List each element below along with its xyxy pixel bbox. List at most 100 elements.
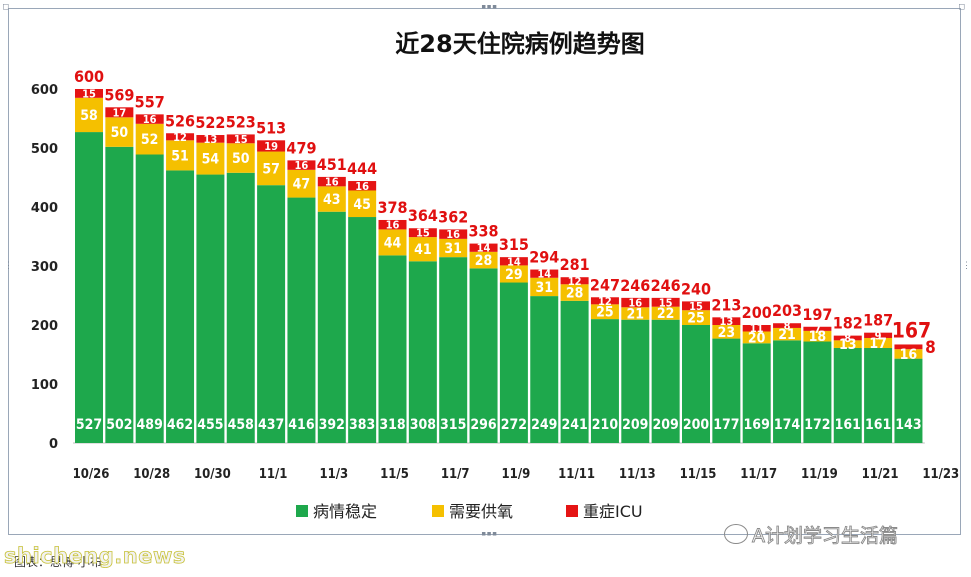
bar-stable: [287, 197, 316, 443]
label-stable: 169: [744, 417, 770, 433]
label-icu: 7: [814, 323, 821, 336]
label-total: 338: [469, 222, 499, 241]
label-total: 294: [529, 248, 559, 267]
resize-handle-top[interactable]: ▪▪▪: [481, 2, 498, 12]
bar-stable: [499, 282, 528, 443]
label-stable: 458: [228, 417, 254, 433]
bar-oxygen: [833, 340, 862, 349]
bar-icu: [712, 317, 741, 325]
bar-oxygen: [621, 307, 650, 320]
label-total: 281: [560, 255, 590, 274]
label-icu: 15: [234, 133, 248, 146]
label-total: 182: [833, 314, 863, 333]
bar-oxygen: [499, 265, 528, 283]
resize-handle-left[interactable]: ⋮: [4, 261, 13, 271]
label-icu: 14: [507, 255, 521, 268]
bar-icu: [348, 181, 377, 191]
label-icu: 16: [325, 176, 339, 189]
bar-oxygen: [560, 284, 589, 301]
label-oxygen: 21: [627, 306, 645, 322]
bar-icu: [742, 325, 771, 332]
label-oxygen: 25: [687, 311, 705, 327]
label-stable: 161: [835, 417, 861, 433]
wechat-bubble-icon: [724, 524, 748, 544]
x-tick-label: 10/28: [133, 467, 170, 482]
y-tick-label: 100: [31, 378, 58, 393]
label-stable: 502: [106, 417, 132, 433]
bar-oxygen: [378, 229, 407, 256]
label-stable: 462: [167, 417, 193, 433]
bar-oxygen: [408, 237, 437, 262]
resize-handle-bottom[interactable]: ▪▪▪: [481, 529, 498, 539]
bar-stable: [894, 358, 923, 443]
label-icu: 9: [875, 329, 882, 342]
label-icu: 11: [750, 322, 764, 335]
bar-icu: [469, 243, 498, 252]
legend-swatch: [296, 505, 308, 517]
bar-stable: [712, 338, 741, 443]
label-icu: 16: [446, 228, 460, 241]
label-oxygen: 58: [80, 108, 98, 124]
x-tick-label: 11/11: [558, 467, 595, 482]
bar-icu: [378, 219, 407, 230]
label-icu: 17: [112, 106, 126, 119]
x-tick-label: 11/19: [801, 467, 838, 482]
label-oxygen: 41: [414, 242, 432, 258]
source-note: 图表：思博·小布: [14, 555, 102, 569]
label-stable: 172: [804, 417, 830, 433]
label-total: 513: [256, 118, 286, 137]
bar-stable: [621, 319, 650, 443]
bar-stable: [864, 348, 893, 443]
bar-stable: [560, 300, 589, 443]
label-stable: 318: [379, 417, 405, 433]
label-total: 523: [226, 112, 256, 131]
resize-handle-top-left[interactable]: □: [3, 2, 9, 12]
bar-oxygen: [530, 277, 559, 297]
bar-icu: [499, 257, 528, 266]
y-tick-label: 0: [49, 437, 58, 452]
x-tick-label: 11/23: [922, 467, 959, 482]
label-stable: 527: [76, 417, 102, 433]
label-stable: 455: [197, 417, 223, 433]
watermark-site: shicheng.news: [4, 544, 186, 569]
x-tick-label: 11/15: [680, 467, 717, 482]
label-oxygen: 23: [718, 325, 736, 341]
resize-handle-top-right[interactable]: □: [959, 2, 965, 12]
label-total: 600: [74, 67, 104, 86]
bar-icu: [135, 114, 164, 124]
bar-icu: [803, 326, 832, 331]
y-tick-label: 400: [31, 201, 58, 216]
label-icu: 19: [264, 140, 278, 153]
label-total: 203: [772, 301, 802, 320]
label-total: 167: [892, 318, 931, 342]
label-stable: 143: [895, 417, 921, 433]
label-icu: 15: [659, 296, 673, 309]
label-icu: 15: [82, 87, 96, 100]
bar-stable: [439, 257, 468, 443]
label-icu: 15: [416, 227, 430, 240]
y-tick-label: 300: [31, 260, 58, 275]
label-icu: 15: [689, 300, 703, 313]
label-stable: 177: [713, 417, 739, 433]
bar-stable: [135, 154, 164, 444]
bar-stable: [166, 170, 195, 444]
legend-label: 重症ICU: [583, 502, 643, 521]
y-tick-label: 200: [31, 319, 58, 334]
bar-oxygen: [287, 169, 316, 198]
label-oxygen: 51: [171, 148, 189, 164]
bar-icu: [287, 160, 316, 170]
bar-oxygen: [317, 186, 346, 212]
label-oxygen: 44: [384, 235, 402, 251]
label-icu: 8: [925, 338, 936, 358]
x-tick-label: 10/30: [194, 467, 231, 482]
bar-oxygen: [682, 310, 710, 325]
label-total: 479: [286, 138, 316, 157]
resize-handle-right[interactable]: ⋮: [962, 261, 971, 271]
label-total: 247: [590, 275, 620, 294]
label-total: 246: [651, 276, 681, 295]
bar-icu: [196, 135, 225, 143]
bar-icu: [590, 297, 619, 305]
bar-stable: [590, 319, 619, 443]
label-icu: 13: [204, 133, 218, 146]
x-tick-label: 11/7: [441, 467, 470, 482]
